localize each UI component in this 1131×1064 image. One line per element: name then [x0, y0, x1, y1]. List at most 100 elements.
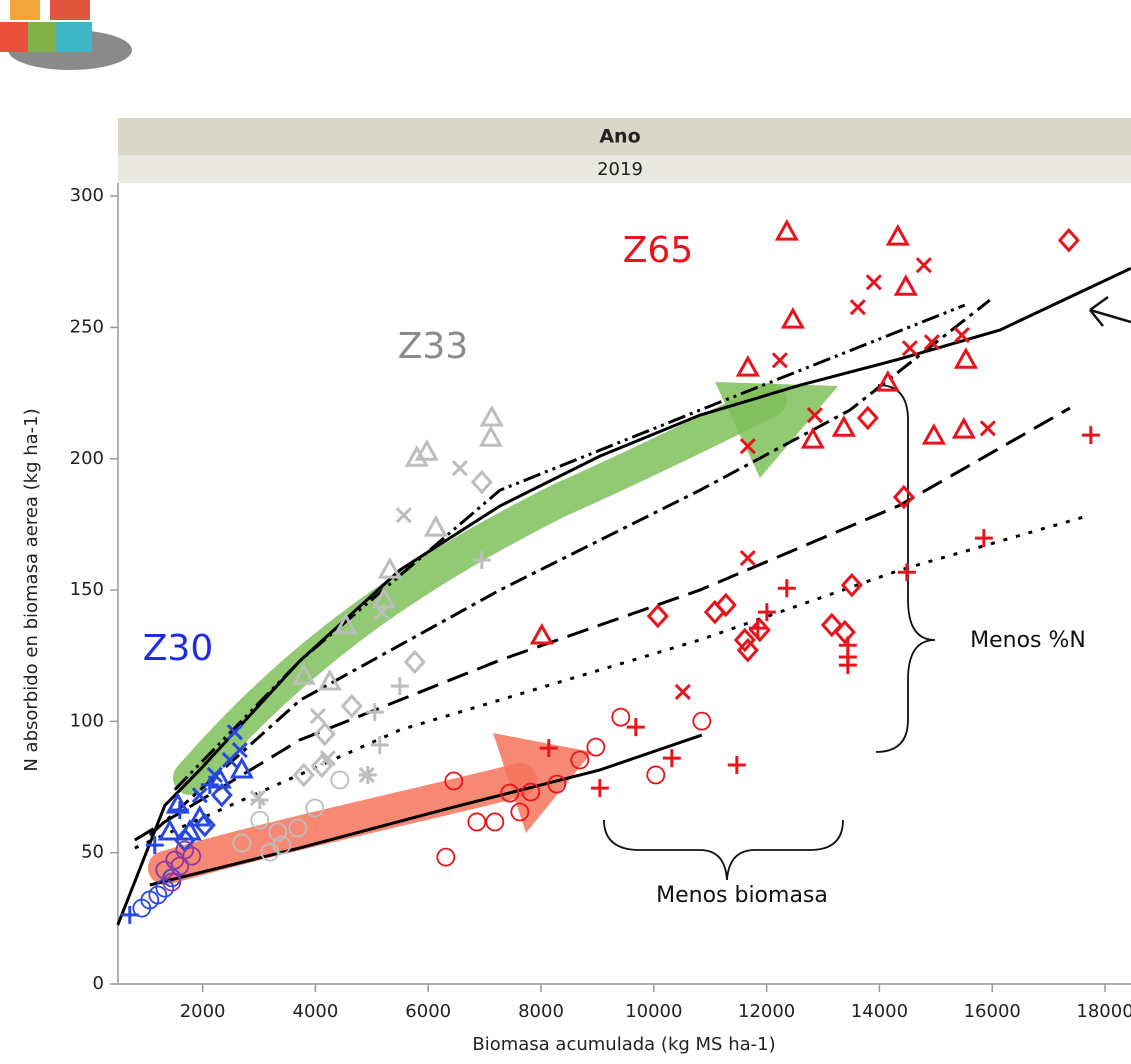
point	[221, 751, 238, 769]
point	[404, 445, 429, 467]
annotation: Menos biomasa	[656, 883, 828, 908]
logo	[0, 0, 132, 70]
point	[373, 604, 390, 621]
point	[155, 878, 175, 898]
point	[395, 507, 412, 524]
point	[951, 417, 976, 439]
point	[547, 774, 567, 794]
fit-line	[148, 298, 991, 837]
point	[470, 469, 493, 495]
point	[162, 872, 182, 892]
point	[570, 750, 590, 770]
point	[333, 612, 358, 635]
point	[865, 274, 882, 291]
point	[157, 818, 182, 841]
point	[735, 355, 760, 377]
x-tick-label: 12000	[738, 1001, 795, 1022]
point	[748, 617, 771, 643]
point	[170, 856, 190, 876]
point	[403, 649, 426, 675]
point	[210, 782, 233, 808]
y-tick-label: 50	[81, 842, 104, 863]
point	[250, 791, 269, 810]
facet-header	[118, 118, 1131, 155]
point	[840, 572, 863, 598]
point	[662, 749, 681, 768]
point	[191, 787, 208, 804]
point	[317, 668, 342, 691]
point	[330, 770, 350, 790]
point	[200, 775, 219, 794]
point	[674, 683, 691, 701]
point	[838, 656, 857, 675]
point	[771, 352, 788, 369]
point	[529, 622, 554, 645]
point	[974, 529, 993, 548]
point	[292, 762, 315, 788]
fit-line	[134, 406, 1071, 842]
x-tick-label: 10000	[625, 1001, 682, 1022]
point	[921, 423, 946, 445]
fit-line	[149, 733, 703, 887]
point	[800, 427, 825, 449]
point	[611, 707, 631, 727]
point	[739, 438, 756, 455]
point	[739, 549, 756, 567]
point	[923, 334, 940, 351]
point	[370, 736, 389, 755]
point	[831, 415, 856, 437]
point	[692, 711, 712, 731]
point	[414, 439, 439, 461]
point	[757, 603, 776, 622]
point	[1081, 426, 1100, 445]
annotation: Menos %N	[970, 628, 1086, 653]
point	[291, 663, 316, 685]
x-tick-label: 14000	[851, 1001, 908, 1022]
point	[365, 703, 384, 722]
y-tick-label: 0	[93, 973, 104, 994]
point	[358, 765, 377, 784]
annotation: Z30	[143, 628, 213, 669]
point	[478, 425, 503, 447]
point	[145, 836, 164, 855]
point	[340, 693, 363, 719]
facet-label: 2019	[597, 159, 643, 180]
point	[885, 224, 910, 246]
point	[485, 812, 505, 832]
x-tick-label: 2000	[180, 1001, 226, 1022]
point	[472, 551, 491, 570]
point	[319, 750, 336, 767]
trend-arrows	[148, 382, 838, 885]
point	[249, 790, 266, 807]
point	[979, 420, 996, 437]
point	[500, 783, 520, 803]
point	[182, 846, 202, 866]
y-tick-label: 300	[70, 185, 104, 206]
point	[586, 737, 606, 757]
fit-line	[173, 303, 966, 791]
x-tick-label: 18000	[1076, 1001, 1131, 1022]
point	[646, 765, 666, 785]
point	[510, 802, 530, 822]
point	[736, 637, 759, 663]
point	[727, 755, 746, 774]
x-tick-label: 8000	[518, 1001, 564, 1022]
y-tick-label: 150	[70, 579, 104, 600]
point	[780, 307, 805, 329]
point	[820, 612, 843, 638]
point	[288, 818, 308, 838]
point	[250, 810, 270, 830]
point	[170, 801, 189, 820]
point	[390, 677, 409, 696]
y-tick-label: 250	[70, 316, 104, 337]
point	[833, 619, 856, 645]
facet-strip	[118, 155, 1131, 183]
point	[897, 563, 916, 582]
y-axis-label: N absorbido en biomasa aerea (kg ha-1)	[21, 408, 42, 771]
y-tick-label: 100	[70, 710, 104, 731]
point	[626, 718, 645, 737]
point	[377, 557, 402, 579]
point	[436, 847, 456, 867]
facet-title: Ano	[599, 126, 640, 148]
